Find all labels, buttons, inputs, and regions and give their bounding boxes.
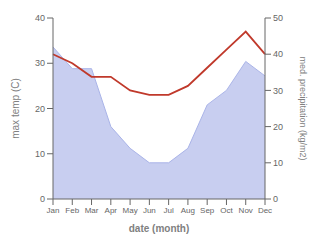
svg-text:0: 0: [40, 194, 45, 204]
svg-text:20: 20: [273, 122, 283, 132]
svg-text:Jun: Jun: [143, 206, 156, 215]
svg-text:Sep: Sep: [200, 206, 215, 215]
svg-text:Mar: Mar: [85, 206, 99, 215]
svg-text:Aug: Aug: [181, 206, 195, 215]
svg-text:date (month): date (month): [129, 223, 190, 234]
svg-text:May: May: [123, 206, 138, 215]
svg-text:Nov: Nov: [239, 206, 253, 215]
svg-text:Feb: Feb: [65, 206, 79, 215]
svg-text:30: 30: [273, 86, 283, 96]
svg-text:Dec: Dec: [258, 206, 272, 215]
svg-text:20: 20: [35, 104, 45, 114]
svg-text:med. precipitation (kg/m2): med. precipitation (kg/m2): [298, 56, 308, 160]
svg-text:Apr: Apr: [105, 206, 118, 215]
svg-text:40: 40: [273, 49, 283, 59]
svg-text:10: 10: [35, 149, 45, 159]
svg-text:Jan: Jan: [47, 206, 60, 215]
svg-text:max temp (C): max temp (C): [10, 78, 21, 139]
svg-text:Oct: Oct: [220, 206, 233, 215]
svg-text:50: 50: [273, 13, 283, 23]
svg-text:0: 0: [273, 194, 278, 204]
svg-text:30: 30: [35, 58, 45, 68]
svg-text:40: 40: [35, 13, 45, 23]
svg-text:Jul: Jul: [164, 206, 174, 215]
svg-text:10: 10: [273, 158, 283, 168]
